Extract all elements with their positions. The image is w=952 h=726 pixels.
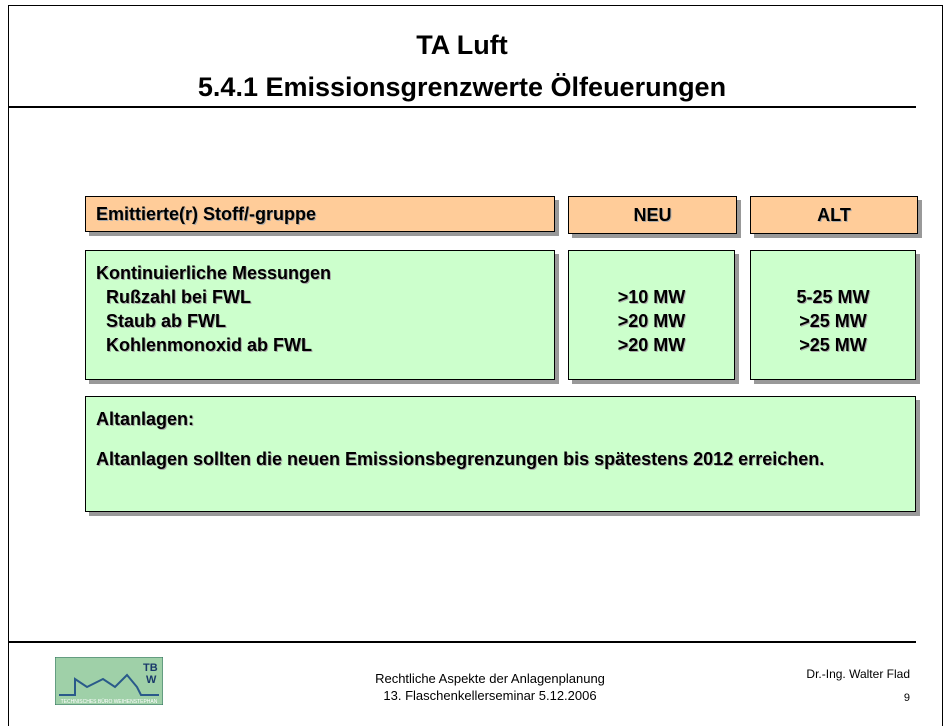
logo-caption: TECHNISCHES BÜRO WEIHENSTEPHAN (61, 698, 158, 705)
note-text: Altanlagen sollten die neuen Emissionsbe… (96, 449, 825, 469)
subtitle: 5.4.1 Emissionsgrenzwerte Ölfeuerungen (197, 72, 727, 102)
row-label: Kohlenmonoxid ab FWL (106, 335, 312, 355)
group-label: Kontinuierliche Messungen (96, 263, 332, 283)
footer-line: 13. Flaschenkellerseminar 5.12.2006 (383, 688, 597, 703)
slide-frame (8, 5, 943, 726)
header-cell: NEU (568, 196, 737, 234)
neu-value: >20 MW (617, 311, 686, 331)
row-label: Rußzahl bei FWL (106, 287, 251, 307)
header-cell: ALT (750, 196, 918, 234)
row-label: Staub ab FWL (106, 311, 226, 331)
alt-value: >25 MW (799, 335, 867, 355)
footer-text: Rechtliche Aspekte der Anlagenplanung 13… (290, 670, 690, 704)
page-number: 9 (903, 692, 910, 704)
note-heading: Altanlagen: (96, 409, 195, 429)
header-cell: Emittierte(r) Stoff/-gruppe (85, 196, 555, 232)
label-cell: Kontinuierliche Messungen Rußzahl bei FW… (85, 250, 555, 380)
note-box: Altanlagen: Altanlagen sollten die neuen… (85, 396, 916, 512)
logo: TB W TECHNISCHES BÜRO WEIHENSTEPHAN (55, 657, 163, 705)
alt-value: 5-25 MW (796, 287, 870, 307)
footer-rule (8, 641, 916, 643)
author: Dr.-Ing. Walter Flad (806, 667, 910, 681)
footer-line: Rechtliche Aspekte der Anlagenplanung (375, 671, 605, 686)
title-rule (8, 106, 916, 108)
neu-value: >20 MW (617, 335, 686, 355)
neu-cell: >10 MW >20 MW >20 MW (568, 250, 735, 380)
title: TA Luft (416, 30, 508, 60)
logo-mark: TB (143, 662, 158, 674)
neu-value: >10 MW (617, 287, 686, 307)
logo-mark: W (146, 674, 157, 686)
alt-cell: 5-25 MW >25 MW >25 MW (750, 250, 916, 380)
alt-value: >25 MW (799, 311, 867, 331)
